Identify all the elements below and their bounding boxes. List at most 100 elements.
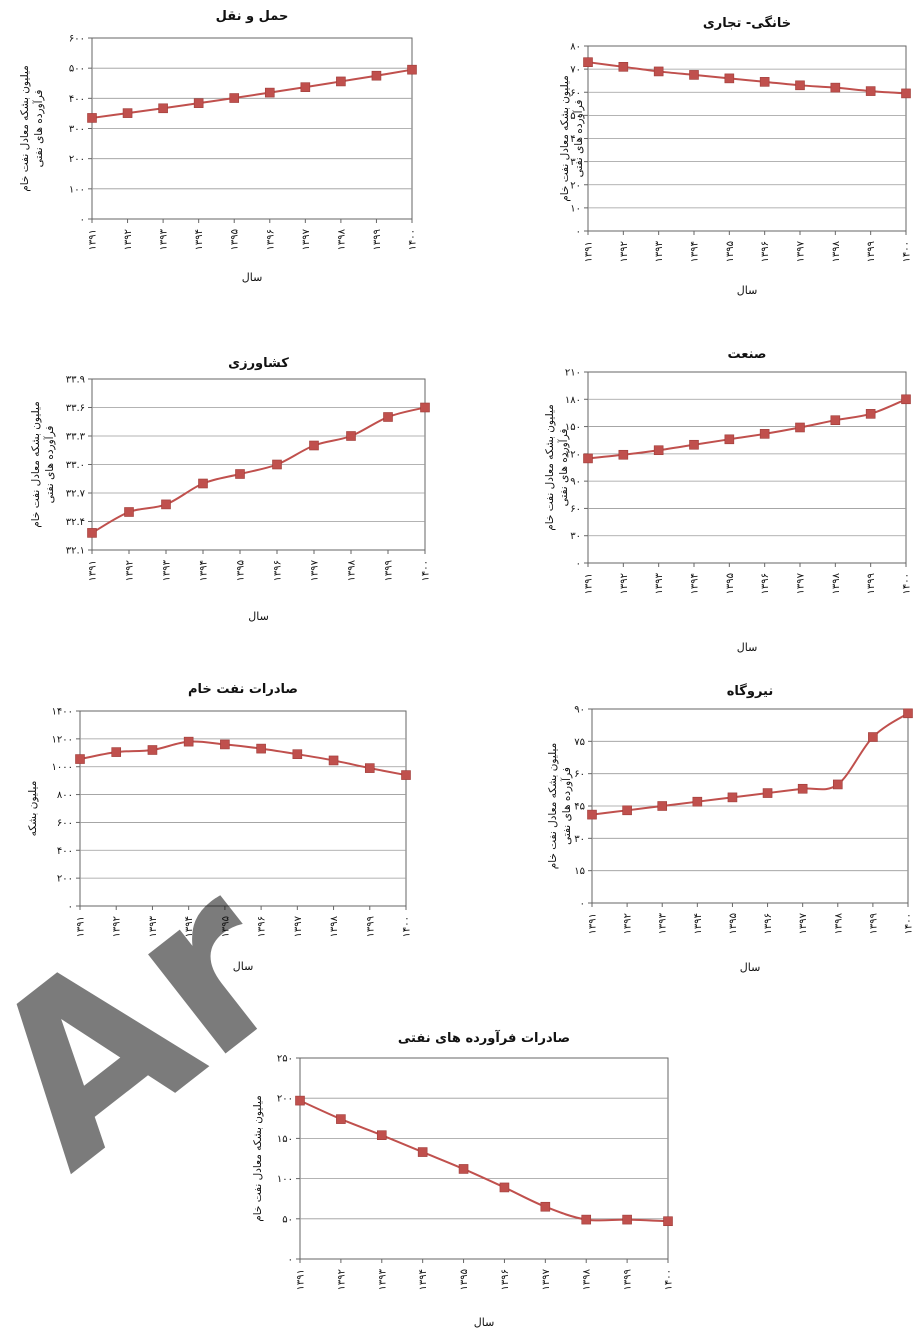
x-tick-label: ۱۳۹۳ [658, 912, 669, 934]
y-tick-label: ۳۰ [574, 834, 585, 845]
data-point [329, 756, 338, 765]
data-point [194, 99, 203, 108]
x-tick-label: ۱۳۹۷ [301, 228, 312, 250]
data-point [796, 81, 805, 90]
x-tick-label: ۱۳۹۵ [459, 1269, 470, 1290]
y-tick-label: ۱۰۰۰ [52, 762, 73, 773]
x-tick-label: ۱۳۹۵ [230, 229, 241, 250]
y-tick-label: ۳۰ [570, 531, 581, 542]
x-tick-label: ۱۳۹۳ [377, 1268, 388, 1290]
data-point [236, 470, 245, 479]
data-point [162, 500, 171, 509]
x-tick-label: ۱۳۹۱ [584, 241, 595, 262]
data-point [310, 441, 319, 450]
y-axis-label: میلیون بشکه معادل نفت خام [19, 65, 31, 192]
x-tick-label: ۱۳۹۷ [310, 559, 321, 581]
data-point [293, 750, 302, 759]
data-point [265, 88, 274, 97]
y-tick-label: ۰ [80, 215, 85, 226]
data-point [833, 780, 842, 789]
x-tick-label: ۱۳۹۲ [623, 913, 634, 934]
y-tick-label: ۳۳.۹ [66, 375, 85, 386]
x-axis-label: سال [737, 284, 758, 297]
x-tick-label: ۱۳۹۸ [336, 228, 347, 250]
y-axis-label: میلیون بشکه معادل نفت خام [252, 1095, 264, 1222]
x-tick-label: ۱۳۹۵ [236, 560, 247, 581]
x-tick-label: ۱۳۹۹ [868, 913, 879, 934]
data-point [588, 810, 597, 819]
y-tick-label: ۳۲.۱ [66, 546, 85, 557]
y-tick-label: ۱۵ [574, 866, 585, 877]
data-point [902, 89, 911, 98]
data-point [760, 77, 769, 86]
x-tick-label: ۱۳۹۴ [418, 1269, 429, 1290]
data-point [623, 1215, 632, 1224]
data-point [230, 94, 239, 103]
x-axis-label: سال [248, 610, 269, 623]
x-tick-label: ۱۳۹۱ [296, 1269, 307, 1290]
x-tick-label: ۱۳۹۸ [582, 1268, 593, 1290]
x-tick-label: ۱۳۹۴ [194, 229, 205, 250]
data-point [336, 77, 345, 86]
data-point [123, 109, 132, 118]
y-tick-label: ۰ [68, 902, 73, 913]
y-tick-label: ۷۰ [570, 65, 581, 76]
y-tick-label: ۱۰۰ [69, 184, 85, 195]
data-point [159, 104, 168, 113]
data-point [584, 58, 593, 67]
data-point [654, 67, 663, 76]
y-axis-label: میلیون بشکه معادل نفت خام [559, 75, 571, 202]
y-tick-label: ۳۳.۰ [66, 460, 85, 471]
y-tick-label: ۲۰۰ [57, 874, 73, 885]
x-tick-label: ۱۳۹۲ [619, 573, 630, 594]
data-point [421, 403, 430, 412]
data-point [763, 789, 772, 798]
y-tick-label: ۵۰ [282, 1214, 293, 1225]
y-tick-label: ۸۰ [570, 42, 581, 53]
y-tick-label: ۶۰۰ [57, 818, 73, 829]
y-tick-label: ۵۰۰ [69, 64, 85, 75]
y-tick-label: ۰ [580, 899, 585, 910]
x-tick-label: ۱۳۹۴ [184, 916, 195, 937]
data-point [866, 409, 875, 418]
x-tick-label: ۱۳۹۴ [693, 913, 704, 934]
y-tick-label: ۲۵۰ [277, 1054, 293, 1065]
x-axis-label: سال [242, 271, 263, 284]
x-tick-label: ۱۴۰۰ [904, 913, 914, 934]
data-point [798, 784, 807, 793]
y-axis-label: میلیون بشکه معادل نفت خام [547, 743, 559, 870]
data-point [88, 528, 97, 537]
x-tick-label: ۱۳۹۱ [584, 573, 595, 594]
x-tick-label: ۱۳۹۲ [112, 916, 123, 937]
y-axis-label: فرآورده های نفتی [557, 429, 570, 507]
data-point [760, 429, 769, 438]
data-point [377, 1131, 386, 1140]
data-point [148, 746, 157, 755]
data-point [347, 432, 356, 441]
y-tick-label: ۱۸۰ [565, 395, 581, 406]
data-point [623, 806, 632, 815]
data-point [125, 508, 134, 517]
x-tick-label: ۱۳۹۱ [88, 229, 99, 250]
y-tick-label: ۲۱۰ [565, 368, 581, 379]
data-point [384, 413, 393, 422]
y-tick-label: ۶۰۰ [69, 34, 85, 45]
x-tick-label: ۱۳۹۲ [123, 229, 134, 250]
x-tick-label: ۱۳۹۳ [654, 240, 665, 262]
y-tick-label: ۸۰۰ [57, 790, 73, 801]
y-tick-label: ۱۴۰۰ [52, 707, 73, 718]
y-tick-label: ۱۰ [570, 203, 581, 214]
x-tick-label: ۱۳۹۹ [866, 241, 877, 262]
y-tick-label: ۹۰ [574, 705, 585, 716]
x-axis-label: سال [233, 960, 254, 973]
x-tick-label: ۱۳۹۶ [257, 916, 268, 937]
data-point [584, 454, 593, 463]
x-tick-label: ۱۳۹۸ [831, 240, 842, 262]
y-axis-label: فرآورده های نفتی [560, 767, 573, 845]
x-tick-label: ۱۳۹۶ [760, 241, 771, 262]
x-tick-label: ۱۳۹۵ [728, 913, 739, 934]
